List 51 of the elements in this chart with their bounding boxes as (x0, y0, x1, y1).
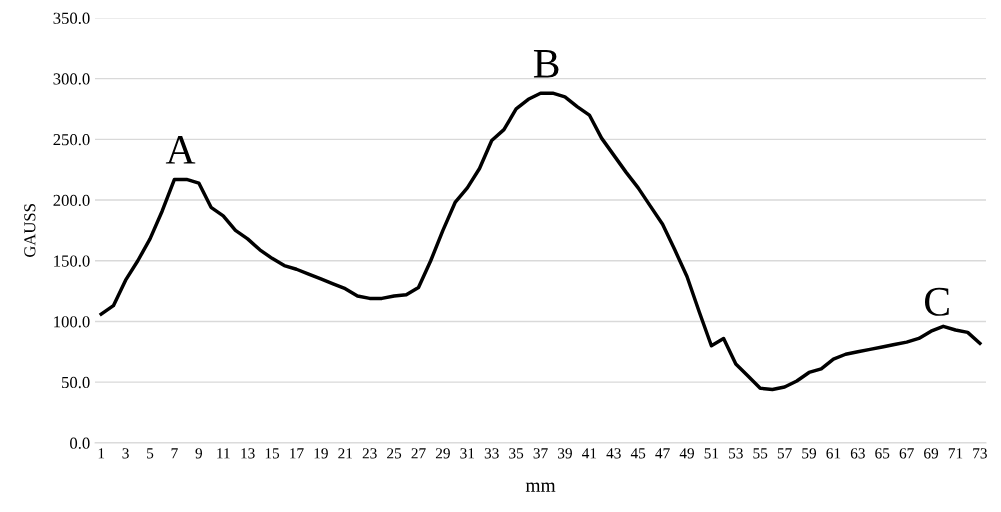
x-tick-label: 27 (411, 448, 426, 459)
x-tick-label: 3 (122, 448, 129, 459)
x-tick-label: 71 (948, 448, 963, 459)
x-tick-label: 17 (290, 448, 304, 459)
x-tick-label: 67 (899, 448, 914, 459)
x-tick-label: 35 (509, 448, 524, 459)
x-tick-label: 43 (606, 448, 621, 459)
y-tick-label: 250.0 (53, 134, 90, 146)
x-tick-label: 41 (582, 448, 597, 459)
x-tick-label: 49 (679, 448, 694, 459)
x-tick-label: 55 (753, 448, 768, 459)
x-axis-title: mm (525, 482, 556, 492)
x-tick-label: 57 (777, 448, 792, 459)
x-tick-label: 11 (217, 448, 230, 459)
x-tick-label: 1 (98, 448, 105, 459)
x-tick-label: 15 (265, 448, 280, 459)
annotation: C (924, 287, 949, 316)
x-tick-label: 23 (362, 448, 377, 459)
x-tick-label: 39 (558, 448, 572, 459)
x-tick-label: 37 (533, 448, 548, 459)
x-tick-label: 25 (387, 448, 402, 459)
x-tick-label: 29 (435, 448, 450, 459)
x-tick-label: 13 (241, 448, 255, 459)
annotation: A (165, 136, 196, 164)
y-axis-title: GAUSS (24, 204, 36, 258)
y-tick-label: 350.0 (53, 12, 90, 24)
x-tick-label: 73 (973, 448, 987, 459)
y-tick-label: 50.0 (62, 376, 90, 389)
x-tick-label: 53 (729, 448, 743, 459)
y-tick-label: 150.0 (54, 255, 90, 267)
annotation: B (533, 50, 559, 78)
x-tick-label: 7 (171, 448, 178, 459)
x-tick-label: 45 (630, 448, 646, 459)
line-series (99, 91, 982, 392)
y-tick-label: 100.0 (54, 316, 90, 328)
x-tick-label: 65 (875, 448, 890, 459)
x-tick-label: 31 (460, 448, 475, 459)
x-tick-label: 69 (924, 448, 939, 459)
y-tick-label: 200.0 (53, 194, 90, 207)
y-tick-label: 300.0 (53, 73, 90, 85)
x-tick-label: 21 (338, 448, 352, 459)
x-tick-label: 19 (314, 448, 328, 459)
x-tick-label: 59 (802, 448, 817, 459)
x-tick-label: 5 (147, 448, 154, 459)
y-tick-label: 0.0 (70, 437, 90, 449)
x-tick-label: 61 (826, 448, 841, 459)
x-tick-label: 51 (704, 448, 719, 459)
x-tick-label: 47 (655, 448, 670, 459)
x-tick-label: 33 (484, 448, 499, 459)
x-tick-label: 9 (195, 448, 203, 459)
x-tick-label: 63 (850, 448, 865, 459)
